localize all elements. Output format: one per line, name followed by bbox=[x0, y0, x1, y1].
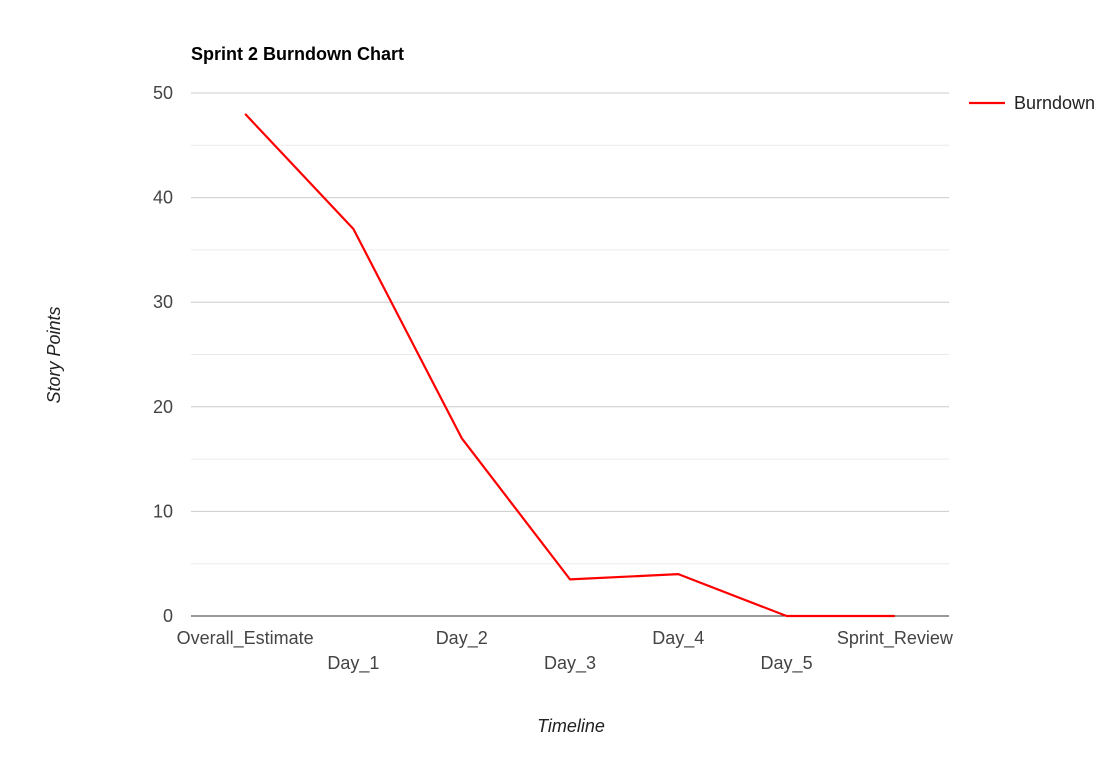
y-tick-label: 20 bbox=[153, 397, 173, 417]
x-axis-ticks: Overall_Estimate Day_1 Day_2 Day_3 Day_4 Day_… bbox=[177, 628, 954, 674]
gridlines bbox=[191, 92, 949, 565]
series-lines bbox=[244, 113, 895, 618]
x-tick-label: Sprint_Review bbox=[837, 628, 954, 649]
x-axis-title: Timeline bbox=[537, 716, 605, 736]
x-tick-label: Day_3 bbox=[544, 653, 596, 674]
x-tick-label: Day_1 bbox=[327, 653, 379, 674]
series-line-burndown bbox=[244, 113, 895, 618]
y-tick-label: 10 bbox=[153, 501, 173, 521]
y-tick-label: 0 bbox=[163, 606, 173, 626]
y-axis-ticks: 0 10 20 30 40 50 bbox=[153, 83, 173, 626]
legend-label: Burndown bbox=[1014, 93, 1095, 113]
chart-title: Sprint 2 Burndown Chart bbox=[191, 44, 404, 64]
y-tick-label: 30 bbox=[153, 292, 173, 312]
x-tick-label: Overall_Estimate bbox=[177, 628, 314, 649]
y-axis-title: Story Points bbox=[44, 306, 64, 403]
y-tick-label: 40 bbox=[153, 188, 173, 208]
x-tick-label: Day_4 bbox=[652, 628, 704, 649]
legend: Burndown bbox=[969, 93, 1095, 113]
x-tick-label: Day_5 bbox=[761, 653, 813, 674]
x-tick-label: Day_2 bbox=[436, 628, 488, 649]
y-tick-label: 50 bbox=[153, 83, 173, 103]
